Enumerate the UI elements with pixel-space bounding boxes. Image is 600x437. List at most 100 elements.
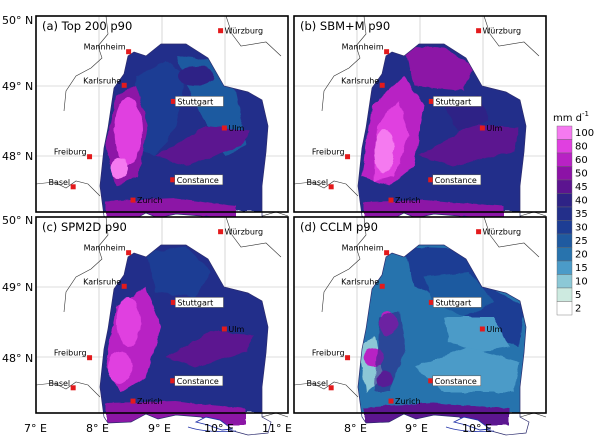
city-marker	[126, 250, 132, 256]
colorbar-level-label: 100	[575, 128, 594, 139]
city-wrzburg: Würzburg	[218, 27, 263, 36]
lake-constance	[452, 416, 492, 431]
colorbar-unit: mm d-1	[553, 110, 589, 124]
city-marker	[126, 49, 132, 55]
city-label: Freiburg	[54, 349, 87, 358]
lat-label-50-bottom: 50° N	[2, 214, 33, 227]
colorbar-swatch	[556, 274, 573, 289]
city-karlsruhe: Karlsruhe	[341, 76, 385, 88]
map-panel-d: Würzburg Mannheim Karlsruhe Stuttgart Ulm Fre…	[293, 216, 547, 436]
city-basel: Basel	[306, 178, 334, 190]
city-label: Zurich	[395, 196, 421, 205]
colorbar-swatch	[556, 287, 573, 302]
field-contour	[156, 126, 251, 166]
city-label: Basel	[306, 178, 328, 187]
colorbar-level-label: 25	[575, 236, 588, 247]
city-marker	[384, 49, 390, 55]
colorbar-level-label: 5	[575, 290, 581, 301]
city-marker	[328, 184, 334, 190]
city-ulm: Ulm	[221, 325, 244, 334]
city-marker	[130, 197, 136, 203]
lake-constance	[194, 416, 234, 431]
city-label: Karlsruhe	[341, 277, 379, 286]
city-marker	[121, 82, 127, 88]
field-contour	[178, 66, 214, 86]
state-outline	[357, 244, 530, 436]
city-marker	[328, 385, 334, 391]
longitude-labels: 7° E 8° E 9° E 10° E 11° E 8° E 9° E 10°…	[24, 422, 492, 435]
lon-label-8-left: 8° E	[86, 422, 109, 435]
city-basel: Basel	[48, 178, 76, 190]
city-marker	[221, 326, 227, 332]
city-label: Mannheim	[84, 43, 126, 52]
city-basel: Basel	[48, 379, 76, 391]
border-line-northeast	[483, 216, 540, 258]
lon-label-10-left: 10° E	[204, 422, 234, 435]
city-label: Mannheim	[84, 244, 126, 253]
city-karlsruhe: Karlsruhe	[341, 277, 385, 289]
city-mannheim: Mannheim	[84, 244, 132, 256]
city-label: Freiburg	[312, 349, 345, 358]
city-mannheim: Mannheim	[342, 244, 390, 256]
colorbar-level-label: 35	[575, 209, 588, 220]
city-marker	[170, 299, 176, 305]
panel-title: (b) SBM+M p90	[300, 19, 390, 33]
lat-label-49-top: 49° N	[2, 80, 33, 93]
city-label-box	[432, 174, 482, 186]
city-marker	[345, 154, 351, 160]
city-marker	[476, 28, 482, 34]
city-stuttgart: Stuttgart	[170, 297, 224, 308]
city-marker	[70, 385, 76, 391]
lon-label-11: 11° E	[262, 422, 292, 435]
city-freiburg: Freiburg	[54, 349, 93, 361]
city-ulm: Ulm	[479, 325, 502, 334]
city-label: Ulm	[228, 325, 244, 334]
field-contour	[146, 247, 211, 297]
city-karlsruhe: Karlsruhe	[83, 277, 127, 289]
lat-label-48-top: 48° N	[2, 150, 33, 163]
lon-label-10-right: 10° E	[462, 422, 492, 435]
city-label: Mannheim	[342, 244, 384, 253]
field-contour	[444, 317, 509, 352]
map-panel-b: Würzburg Mannheim Karlsruhe Stuttgart Ulm Fre…	[293, 15, 547, 235]
field-contour	[166, 332, 254, 367]
city-freiburg: Freiburg	[312, 148, 351, 160]
field-contour	[419, 124, 519, 166]
colorbar-level-label: 60	[575, 155, 588, 166]
lat-label-50-top: 50° N	[2, 14, 33, 27]
city-label: Stuttgart	[177, 97, 213, 106]
border-line-northwest	[63, 216, 109, 313]
field-contour	[116, 297, 140, 347]
map-panel-a: Würzburg Mannheim Karlsruhe Stuttgart Ulm Fre…	[35, 15, 289, 235]
city-constance: Constance	[428, 375, 482, 387]
field-contour	[374, 312, 406, 392]
colorbar-swatch	[556, 247, 573, 262]
city-label: Freiburg	[312, 148, 345, 157]
panel-title: (a) Top 200 p90	[42, 19, 132, 33]
city-label-box	[175, 297, 224, 308]
city-freiburg: Freiburg	[312, 349, 351, 361]
city-wrzburg: Würzburg	[218, 228, 263, 237]
city-mannheim: Mannheim	[84, 43, 132, 55]
city-zurich: Zurich	[130, 397, 163, 406]
field-contour	[108, 351, 132, 383]
city-marker	[476, 229, 482, 235]
colorbar-level-label: 50	[575, 169, 588, 180]
city-constance: Constance	[170, 174, 224, 186]
city-marker	[379, 283, 385, 289]
city-marker	[428, 98, 434, 104]
city-marker	[170, 98, 176, 104]
city-label: Karlsruhe	[83, 277, 121, 286]
city-label: Würzburg	[483, 228, 522, 237]
city-label: Karlsruhe	[83, 76, 121, 85]
border-line-northeast	[483, 15, 540, 57]
city-label: Stuttgart	[177, 298, 213, 307]
city-label: Constance	[177, 176, 219, 185]
border-line-northwest	[321, 15, 367, 112]
city-marker	[479, 326, 485, 332]
city-label: Karlsruhe	[341, 76, 379, 85]
field-contour	[114, 97, 142, 165]
city-label: Ulm	[486, 325, 502, 334]
colorbar-level-label: 20	[575, 250, 588, 261]
